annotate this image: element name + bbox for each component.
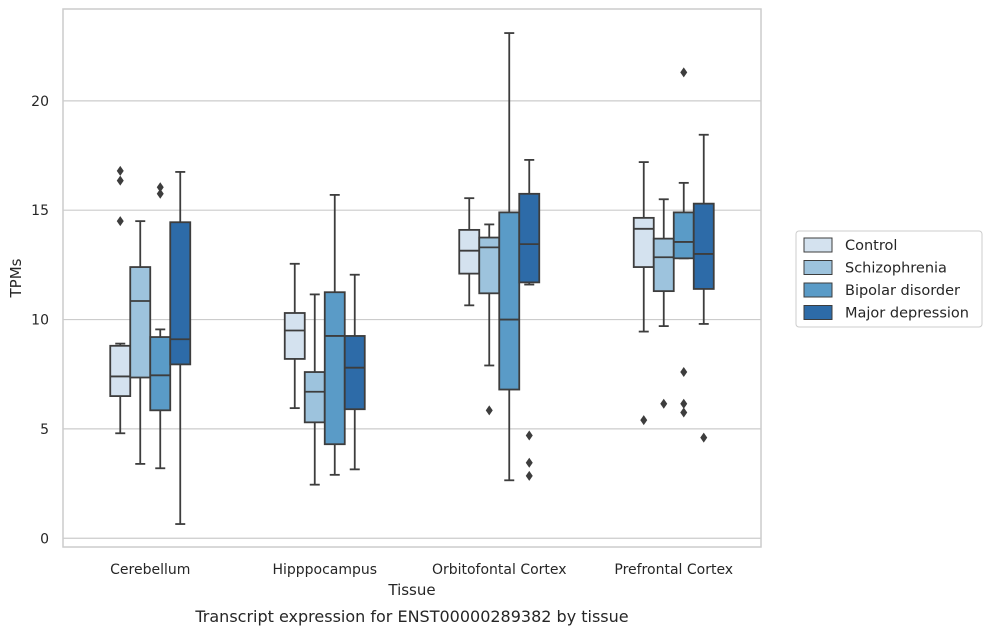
legend-swatch xyxy=(803,237,833,253)
box-group xyxy=(692,133,715,443)
box xyxy=(692,202,715,290)
box-group xyxy=(129,220,152,465)
outlier-point xyxy=(116,175,124,186)
box-group xyxy=(149,182,172,470)
box-group xyxy=(283,262,306,410)
box-group xyxy=(109,165,132,435)
box xyxy=(343,335,366,411)
box-group xyxy=(169,171,192,525)
outlier-point xyxy=(116,216,124,227)
box-group xyxy=(518,159,541,481)
legend-label: Control xyxy=(845,238,897,254)
gridlines xyxy=(63,100,761,539)
x-tick-label: Prefrontal Cortex xyxy=(614,562,733,578)
box xyxy=(283,312,306,360)
y-tick-label: 10 xyxy=(31,313,49,329)
legend-label: Bipolar disorder xyxy=(845,283,960,299)
outlier-point xyxy=(640,415,648,426)
box-group xyxy=(478,223,501,416)
box-group xyxy=(303,293,326,486)
box xyxy=(323,291,346,446)
chart-caption: Transcript expression for ENST0000028938… xyxy=(194,607,628,626)
box xyxy=(129,266,152,379)
box-group xyxy=(498,32,521,482)
box xyxy=(498,211,521,391)
y-tick-label: 0 xyxy=(40,531,49,547)
outlier-point xyxy=(525,470,533,481)
box-group xyxy=(672,67,695,418)
box-group xyxy=(652,198,675,409)
legend-frame xyxy=(795,230,983,328)
y-tick-label: 20 xyxy=(31,94,49,110)
box xyxy=(672,211,695,260)
outlier-point xyxy=(156,182,164,193)
box xyxy=(109,344,132,397)
box xyxy=(149,336,172,412)
y-tick-label: 5 xyxy=(40,422,49,438)
outlier-point xyxy=(156,188,164,199)
outlier-point xyxy=(680,398,688,409)
box xyxy=(632,216,655,268)
x-axis-label: Tissue xyxy=(387,581,435,599)
x-tick-label: Cerebellum xyxy=(110,562,190,578)
box-group xyxy=(343,273,366,471)
outlier-point xyxy=(525,430,533,441)
y-axis-ticks: 0 5 10 15 20 xyxy=(31,94,49,547)
outlier-point xyxy=(485,405,493,416)
y-axis-label: TPMs xyxy=(7,258,25,298)
box xyxy=(303,371,326,424)
outlier-point xyxy=(116,165,124,176)
x-tick-label: Orbitofontal Cortex xyxy=(432,562,567,578)
box xyxy=(478,236,501,295)
x-axis-ticks: Cerebellum Hipppocampus Orbitofontal Corte… xyxy=(110,562,733,578)
outlier-point xyxy=(680,367,688,378)
box xyxy=(169,221,192,366)
box-group xyxy=(323,193,346,476)
box xyxy=(458,228,481,275)
outlier-point xyxy=(700,432,708,443)
box-group xyxy=(632,161,655,426)
plot-area-frame xyxy=(62,8,762,548)
boxes xyxy=(109,32,715,525)
legend-swatch xyxy=(803,260,833,275)
box xyxy=(652,237,675,293)
legend-swatch xyxy=(803,282,833,298)
legend: Control Schizophrenia Bipolar disorder Majo… xyxy=(795,230,983,328)
outlier-point xyxy=(680,67,688,78)
legend-swatch xyxy=(803,305,833,320)
legend-label: Major depression xyxy=(845,306,969,322)
box xyxy=(518,192,541,284)
outlier-point xyxy=(660,398,668,409)
x-tick-label: Hipppocampus xyxy=(272,562,377,578)
legend-label: Schizophrenia xyxy=(845,261,947,277)
y-tick-label: 15 xyxy=(31,203,49,219)
outlier-point xyxy=(525,457,533,468)
box-group xyxy=(458,197,481,307)
outlier-point xyxy=(680,407,688,418)
